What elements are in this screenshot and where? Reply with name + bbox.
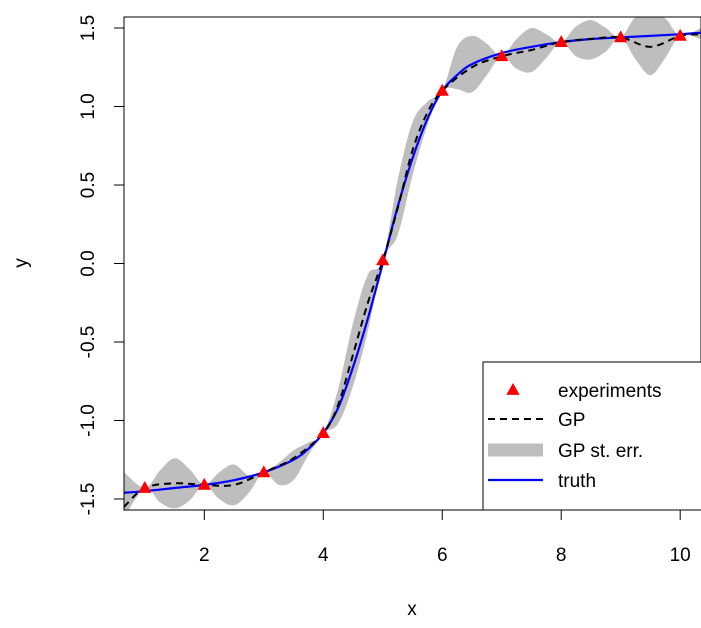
stderr-band-layer <box>124 17 701 510</box>
experiment-point <box>614 30 628 43</box>
experiment-markers <box>138 28 687 493</box>
experiment-point <box>138 481 152 493</box>
legend-label: truth <box>558 471 596 492</box>
gp-mean-line <box>124 33 701 508</box>
x-tick-label: 4 <box>318 545 329 566</box>
x-axis-label: x <box>407 599 417 620</box>
x-tick-label: 8 <box>556 545 567 566</box>
legend-label: GP st. err. <box>558 441 643 462</box>
y-tick-label: 1.5 <box>78 15 99 41</box>
legend-label: GP <box>558 410 585 431</box>
y-tick-label: 0.5 <box>78 172 99 198</box>
x-tick-label: 6 <box>437 545 448 566</box>
x-tick-label: 10 <box>670 545 691 566</box>
legend-label: experiments <box>558 381 662 402</box>
experiment-point <box>316 426 330 438</box>
y-axis: -1.5 -1.0 -0.5 0.0 0.5 1.0 1.5 <box>78 15 125 516</box>
x-axis: 2 4 6 8 10 <box>199 509 691 566</box>
plot-area <box>124 17 701 510</box>
y-tick-label: -1.0 <box>78 404 99 437</box>
y-tick-label: 0.0 <box>78 250 99 276</box>
x-tick-label: 2 <box>199 545 210 566</box>
experiment-point <box>554 35 568 48</box>
legend-marker-experiments <box>506 383 520 395</box>
y-tick-label: -0.5 <box>78 326 99 359</box>
legend: experiments GP GP st. err. truth <box>482 361 701 511</box>
y-tick-label: 1.0 <box>78 93 99 119</box>
experiment-point <box>197 477 211 490</box>
stderr-band <box>124 17 701 510</box>
experiment-point <box>673 28 687 41</box>
legend-box <box>482 361 701 511</box>
experiment-point <box>257 465 271 478</box>
line-layer <box>124 31 701 508</box>
y-axis-label: y <box>11 258 32 268</box>
y-tick-label: -1.5 <box>78 483 99 516</box>
experiment-point <box>435 83 449 96</box>
experiment-point <box>495 49 509 62</box>
experiment-point <box>376 253 390 266</box>
